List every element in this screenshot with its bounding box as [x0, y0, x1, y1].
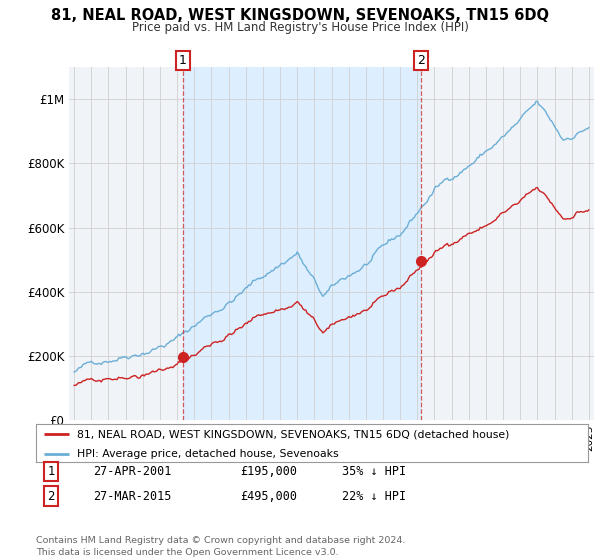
Text: Contains HM Land Registry data © Crown copyright and database right 2024.
This d: Contains HM Land Registry data © Crown c… — [36, 536, 406, 557]
Bar — [182, 67, 421, 420]
Text: 2: 2 — [47, 489, 55, 503]
Text: 27-MAR-2015: 27-MAR-2015 — [93, 489, 172, 503]
Text: 81, NEAL ROAD, WEST KINGSDOWN, SEVENOAKS, TN15 6DQ (detached house): 81, NEAL ROAD, WEST KINGSDOWN, SEVENOAKS… — [77, 429, 510, 439]
Text: 1: 1 — [179, 54, 187, 67]
Text: 1: 1 — [47, 465, 55, 478]
Text: 27-APR-2001: 27-APR-2001 — [93, 465, 172, 478]
Text: £495,000: £495,000 — [240, 489, 297, 503]
Text: 2: 2 — [418, 54, 425, 67]
Text: Price paid vs. HM Land Registry's House Price Index (HPI): Price paid vs. HM Land Registry's House … — [131, 21, 469, 34]
Text: 81, NEAL ROAD, WEST KINGSDOWN, SEVENOAKS, TN15 6DQ: 81, NEAL ROAD, WEST KINGSDOWN, SEVENOAKS… — [51, 8, 549, 24]
Text: 35% ↓ HPI: 35% ↓ HPI — [342, 465, 406, 478]
Text: HPI: Average price, detached house, Sevenoaks: HPI: Average price, detached house, Seve… — [77, 449, 339, 459]
Text: 22% ↓ HPI: 22% ↓ HPI — [342, 489, 406, 503]
Text: £195,000: £195,000 — [240, 465, 297, 478]
